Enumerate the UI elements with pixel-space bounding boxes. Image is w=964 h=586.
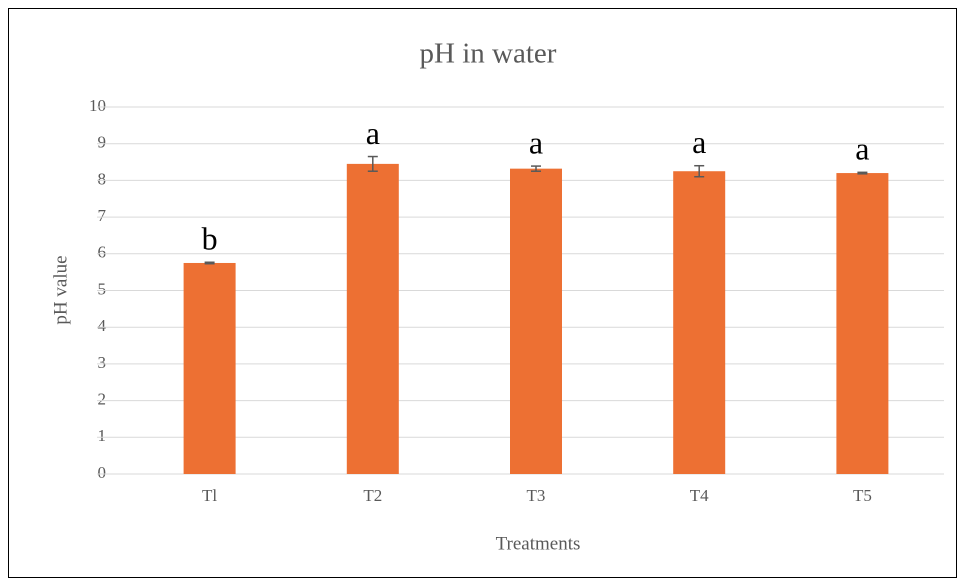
significance-label: a [529, 124, 543, 160]
error-bar [204, 261, 215, 265]
bar [346, 163, 399, 474]
significance-label: a [855, 131, 869, 167]
y-tick-label: 10 [89, 96, 106, 115]
y-tick-label: 0 [98, 463, 107, 482]
y-tick-label: 6 [98, 243, 107, 262]
x-tick-label: T4 [690, 486, 709, 505]
error-bar [694, 164, 705, 178]
chart-title: pH in water [420, 38, 557, 70]
bar [510, 168, 562, 474]
y-tick-label: 5 [98, 279, 107, 298]
y-tick-label: 3 [98, 353, 107, 372]
x-tick-label: T3 [527, 486, 546, 505]
significance-label: a [366, 115, 380, 151]
bar [183, 262, 236, 474]
bar [836, 173, 889, 474]
y-tick-label: 1 [98, 426, 107, 445]
y-tick-label: 9 [98, 133, 107, 152]
x-tick-label: T2 [363, 486, 382, 505]
significance-label: b [202, 221, 218, 257]
significance-label: a [692, 124, 706, 160]
chart-frame [8, 8, 957, 578]
x-tick-label: T5 [853, 486, 872, 505]
error-bar [857, 171, 868, 175]
bar [673, 171, 726, 474]
y-tick-label: 8 [98, 169, 107, 188]
y-tick-label: 2 [98, 390, 107, 409]
y-axis-title: pH value [50, 255, 71, 324]
y-tick-label: 4 [98, 316, 107, 335]
x-tick-label: Tl [202, 486, 217, 505]
error-bar [531, 165, 541, 172]
x-axis-title: Treatments [496, 533, 581, 554]
y-tick-label: 7 [98, 206, 107, 225]
error-bar [367, 155, 378, 172]
